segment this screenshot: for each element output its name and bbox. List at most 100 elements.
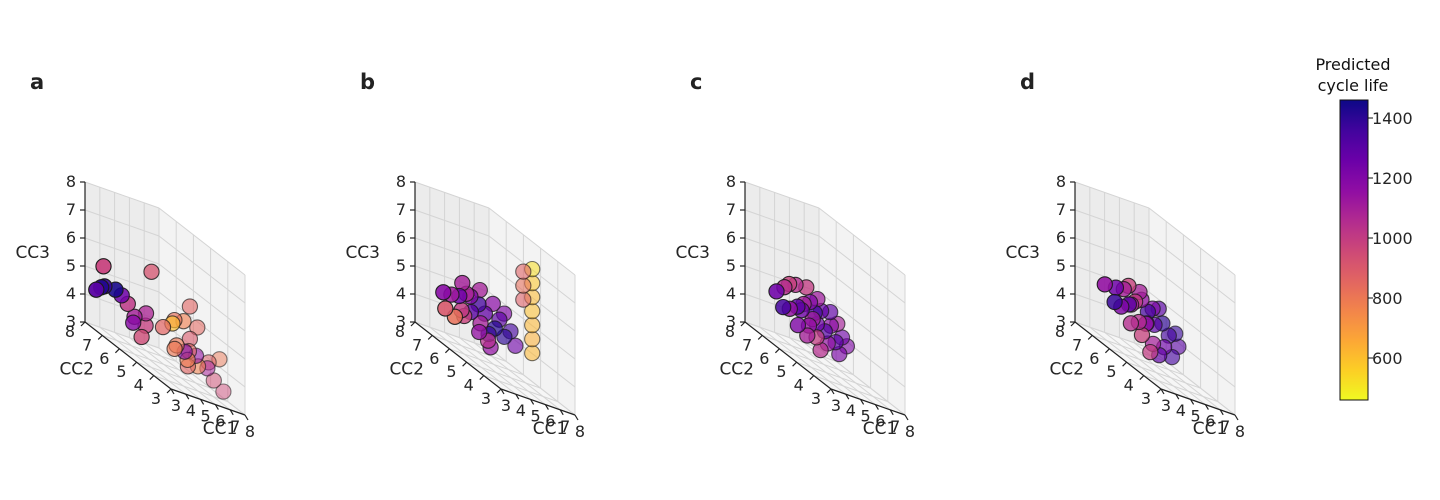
y-tick-mark bbox=[496, 388, 502, 394]
y-axis-line bbox=[84, 321, 172, 390]
z-tick-label: 8 bbox=[396, 172, 406, 191]
x-tick-mark bbox=[1219, 409, 1224, 416]
z-tick-label: 6 bbox=[66, 228, 76, 247]
x-tick-mark bbox=[200, 399, 205, 405]
z-tick-label: 4 bbox=[726, 284, 736, 303]
pane-back-right bbox=[819, 208, 905, 415]
y-axis-line bbox=[414, 321, 502, 390]
y-tick-label: 7 bbox=[82, 335, 92, 354]
y-tick-label: 5 bbox=[446, 362, 456, 381]
pane-back-left bbox=[85, 182, 159, 348]
z-tick-label: 5 bbox=[726, 256, 736, 275]
gridline-left-z bbox=[1074, 181, 1150, 209]
gridline-floor-y bbox=[779, 348, 854, 376]
data-point bbox=[515, 263, 532, 280]
x-tick-label: 4 bbox=[846, 401, 856, 420]
data-point bbox=[125, 314, 142, 331]
y-tick-mark bbox=[826, 388, 832, 394]
gridline-floor-y bbox=[466, 361, 541, 389]
gridline-right-z bbox=[1148, 263, 1236, 332]
x-tick-mark bbox=[244, 414, 249, 421]
y-tick-label: 5 bbox=[1106, 362, 1116, 381]
x-tick-mark bbox=[845, 393, 850, 400]
gridline-floor-y bbox=[1109, 348, 1184, 376]
x-tick-label: 4 bbox=[516, 401, 526, 420]
data-point bbox=[437, 300, 454, 317]
x-tick-label: 5 bbox=[861, 406, 871, 425]
y-tick-label: 6 bbox=[429, 349, 439, 368]
data-point bbox=[1142, 343, 1159, 361]
y-tick-label: 7 bbox=[742, 335, 752, 354]
x-tick-mark bbox=[830, 388, 835, 395]
gridline-floor-y bbox=[813, 375, 888, 403]
gridline-floor-y bbox=[432, 334, 507, 362]
x-tick-label: 5 bbox=[531, 406, 541, 425]
x-axis-line bbox=[500, 388, 576, 416]
gridline-right-z bbox=[158, 207, 246, 276]
x-tick-mark bbox=[214, 404, 219, 410]
x-tick-mark bbox=[860, 399, 865, 405]
z-tick-label: 6 bbox=[396, 228, 406, 247]
gridline-floor-x bbox=[143, 342, 231, 411]
x-tick-label: 4 bbox=[186, 401, 196, 420]
z-tick-label: 7 bbox=[1056, 200, 1066, 219]
gridline-floor-x bbox=[129, 337, 216, 405]
z-tick-label: 3 bbox=[396, 312, 406, 331]
y-tick-mark bbox=[149, 375, 155, 381]
x-tick-label: 6 bbox=[215, 412, 225, 431]
x-tick-mark bbox=[1160, 388, 1165, 395]
y-tick-label: 3 bbox=[151, 389, 161, 408]
x-axis-title: CC1 bbox=[863, 419, 898, 439]
gridline-left-z bbox=[84, 237, 160, 265]
x-tick-label: 3 bbox=[501, 396, 511, 415]
data-point bbox=[435, 284, 452, 301]
z-axis-title: CC3 bbox=[345, 243, 380, 263]
y-tick-label: 3 bbox=[811, 389, 821, 408]
gridline-left-z bbox=[84, 209, 160, 237]
x-tick-label: 7 bbox=[890, 417, 900, 436]
panel-label-b: b bbox=[360, 70, 375, 94]
z-axis-title: CC3 bbox=[675, 243, 710, 263]
data-point bbox=[799, 327, 816, 344]
data-point bbox=[95, 258, 112, 275]
x-axis-line bbox=[830, 388, 906, 416]
gridline-floor-y bbox=[796, 361, 871, 389]
gridline-floor-x bbox=[789, 337, 876, 405]
gridline-floor-y bbox=[1074, 321, 1150, 349]
y-tick-mark bbox=[1087, 334, 1093, 340]
data-point bbox=[143, 263, 160, 280]
x-tick-label: 7 bbox=[1220, 417, 1230, 436]
y-axis-line bbox=[744, 321, 832, 390]
gridline-floor-y bbox=[84, 321, 160, 349]
z-tick-label: 8 bbox=[726, 172, 736, 191]
x-axis-title: CC1 bbox=[203, 419, 238, 439]
x-tick-label: 3 bbox=[831, 396, 841, 415]
gridline-right-z bbox=[818, 263, 906, 332]
colorbar-gradient bbox=[1339, 99, 1369, 401]
pane-floor bbox=[745, 322, 905, 415]
data-point bbox=[768, 283, 785, 300]
pane-floor bbox=[1075, 322, 1235, 415]
gridline-right-z bbox=[818, 291, 906, 360]
x-axis-line bbox=[1160, 388, 1236, 416]
colorbar-tick-label: 1000 bbox=[1372, 229, 1413, 248]
z-tick-label: 5 bbox=[396, 256, 406, 275]
z-tick-label: 4 bbox=[396, 284, 406, 303]
data-point bbox=[1096, 276, 1113, 293]
y-tick-mark bbox=[444, 348, 450, 354]
y-tick-label: 3 bbox=[1141, 389, 1151, 408]
gridline-floor-x bbox=[759, 326, 847, 395]
data-point bbox=[524, 316, 541, 334]
pane-floor bbox=[85, 322, 245, 415]
y-axis-title: CC2 bbox=[59, 360, 94, 380]
z-tick-label: 8 bbox=[66, 172, 76, 191]
y-tick-mark bbox=[114, 348, 120, 354]
gridline-floor-y bbox=[102, 334, 177, 362]
y-tick-mark bbox=[1122, 361, 1128, 367]
gridline-left-z bbox=[1074, 209, 1150, 237]
x-tick-mark bbox=[559, 409, 564, 416]
gridline-floor-y bbox=[1143, 375, 1218, 403]
